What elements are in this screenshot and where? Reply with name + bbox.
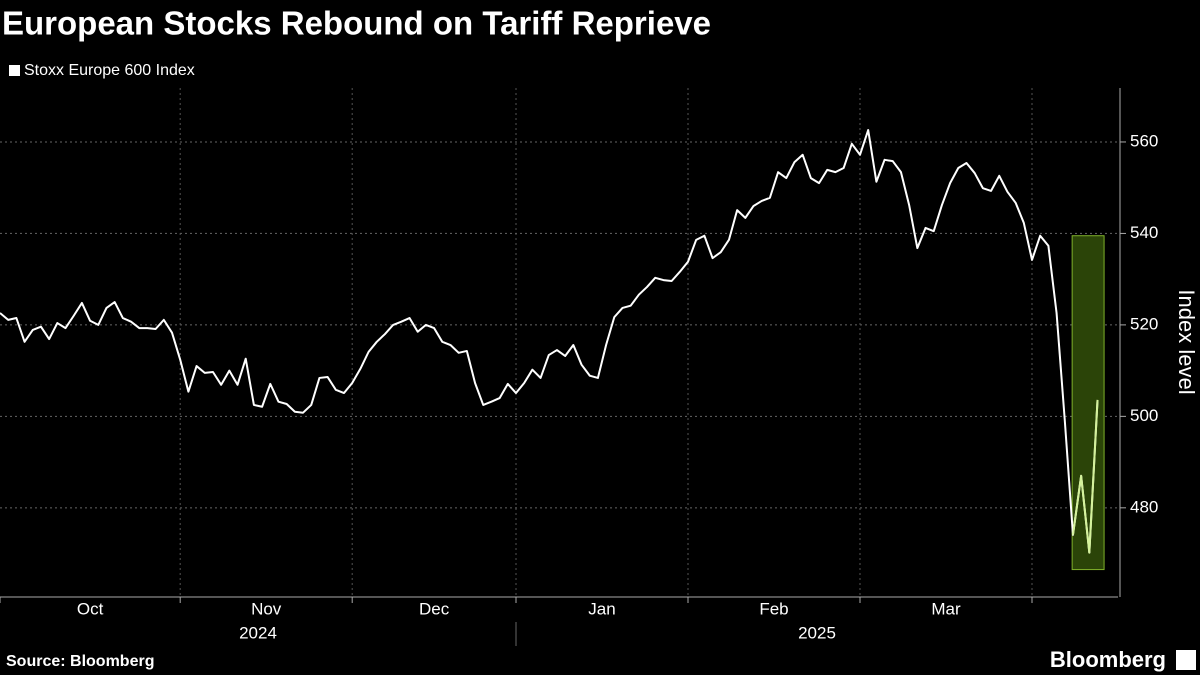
- highlight-line: [1071, 399, 1099, 554]
- x-tick-label: Nov: [251, 599, 282, 618]
- y-axis-title: Index level: [1174, 289, 1199, 394]
- source: Source: Bloomberg: [6, 653, 154, 670]
- highlight-box: [1071, 235, 1105, 571]
- y-tick-label: 500: [1130, 406, 1158, 425]
- year-label: 2024: [239, 623, 277, 642]
- brand: Bloomberg: [1050, 647, 1166, 672]
- x-tick-label: Jan: [588, 599, 615, 618]
- chart-title: European Stocks Rebound on Tariff Reprie…: [2, 5, 711, 42]
- brand-icon: [1176, 650, 1196, 670]
- series-line: [0, 129, 1099, 554]
- x-tick-label: Feb: [759, 599, 788, 618]
- legend-label: Stoxx Europe 600 Index: [24, 62, 195, 79]
- x-tick-label: Dec: [419, 599, 450, 618]
- y-tick-label: 520: [1130, 314, 1158, 333]
- legend-swatch: [9, 65, 20, 76]
- year-label: 2025: [798, 623, 836, 642]
- y-tick-label: 540: [1130, 223, 1158, 242]
- y-tick-label: 480: [1130, 497, 1158, 516]
- x-tick-label: Mar: [931, 599, 961, 618]
- y-tick-label: 560: [1130, 131, 1158, 150]
- x-tick-label: Oct: [77, 599, 104, 618]
